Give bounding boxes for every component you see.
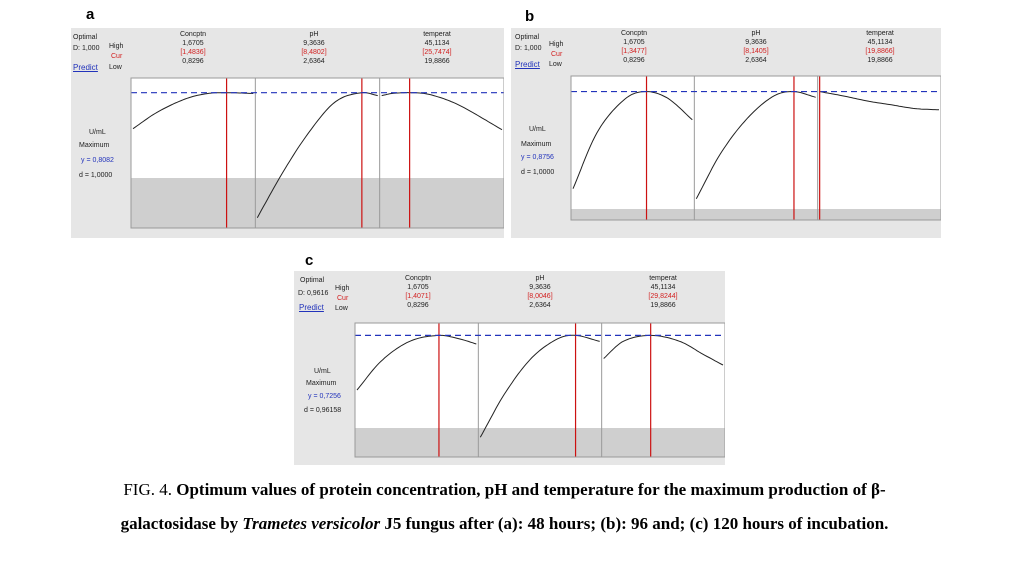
cur-label: Cur [111,53,123,60]
factor-col-temperat: temperat 45,1134 [19,8866] 19,8866 [865,30,895,64]
response-curve-concptn [356,334,477,391]
desirability-d: d = 0,96158 [304,407,342,414]
response-curve-concptn [572,91,693,189]
predict-link[interactable]: Predict [299,303,324,312]
response-curve-temperat [603,334,724,366]
plot-border [354,322,725,458]
panel-label-c: c [305,252,314,269]
factor-col-concptn: Concptn 1,6705 [1,3477] 0,8296 [620,30,648,64]
desirability-line: D: 1,000 [73,45,100,52]
factor-col-temperat: temperat 45,1134 [25,7474] 19,8866 [422,31,452,65]
goal-label: Maximum [521,141,552,148]
plot-border [570,75,941,221]
response-name: U/mL [529,126,546,133]
predicted-y: y = 0,7256 [308,393,341,400]
desirability-line: D: 1,000 [515,45,542,52]
plot-border [130,77,504,229]
response-curve-ph [256,91,378,218]
figure-caption-line-1: FIG. 4. Optimum values of protein concen… [0,480,1009,500]
response-curve-temperat [819,91,940,111]
profiler-plot-c [354,322,725,458]
desirability-d: d = 1,0000 [521,169,555,176]
optimization-panel-b: Optimal D: 1,000 Predict High Cur Low U/… [511,28,941,238]
caption-species-italic: Trametes versicolor [242,514,381,533]
caption-line1-bold: Optimum values of protein concentration,… [176,480,886,499]
cur-label: Cur [337,295,349,302]
panel-label-a: a [86,6,95,23]
predict-link[interactable]: Predict [515,60,540,69]
shaded-region [571,209,941,220]
factor-col-ph: pH 9,3636 [8,0046] 2,6364 [527,275,553,309]
factor-col-concptn: Concptn 1,6705 [1,4071] 0,8296 [404,275,432,309]
response-name: U/mL [89,129,106,136]
optimal-label: Optimal [73,34,98,41]
panel-label-b: b [525,8,535,25]
factor-col-ph: pH 9,3636 [8,1405] 2,6364 [743,30,769,64]
high-label: High [549,41,564,48]
high-label: High [335,285,350,292]
optimal-label: Optimal [515,34,540,41]
caption-line2-bold-b: J5 fungus after (a): 48 hours; (b): 96 a… [380,514,889,533]
shaded-region [131,178,504,228]
factor-col-temperat: temperat 45,1134 [29,8244] 19,8866 [648,275,678,309]
response-name: U/mL [314,368,331,375]
caption-line2-bold-a: galactosidase by [120,514,243,533]
high-label: High [109,43,124,50]
profiler-plot-a [130,77,504,229]
figure-caption-line-2: galactosidase by Trametes versicolor J5 … [0,514,1009,534]
optimal-label: Optimal [300,277,325,284]
goal-label: Maximum [306,380,337,387]
predict-link[interactable]: Predict [73,63,98,72]
low-label: Low [335,305,348,312]
caption-prefix: FIG. 4. [123,480,177,499]
optimization-panel-a: Optimal D: 1,000 Predict High Cur Low U/… [71,28,504,238]
plot-area [571,76,941,220]
low-label: Low [549,61,562,68]
cur-label: Cur [551,51,563,58]
factor-col-concptn: Concptn 1,6705 [1,4836] 0,8296 [179,31,207,65]
profiler-plot-b [570,75,941,221]
factor-col-ph: pH 9,3636 [8,4802] 2,6364 [301,31,327,65]
predicted-y: y = 0,8756 [521,154,554,161]
desirability-line: D: 0,9616 [298,290,329,297]
goal-label: Maximum [79,142,110,149]
low-label: Low [109,64,122,71]
optimization-panel-c: Optimal D: 0,9616 Predict High Cur Low U… [294,271,725,465]
shaded-region [355,428,725,457]
predicted-y: y = 0,8082 [81,157,114,164]
desirability-d: d = 1,0000 [79,172,113,179]
